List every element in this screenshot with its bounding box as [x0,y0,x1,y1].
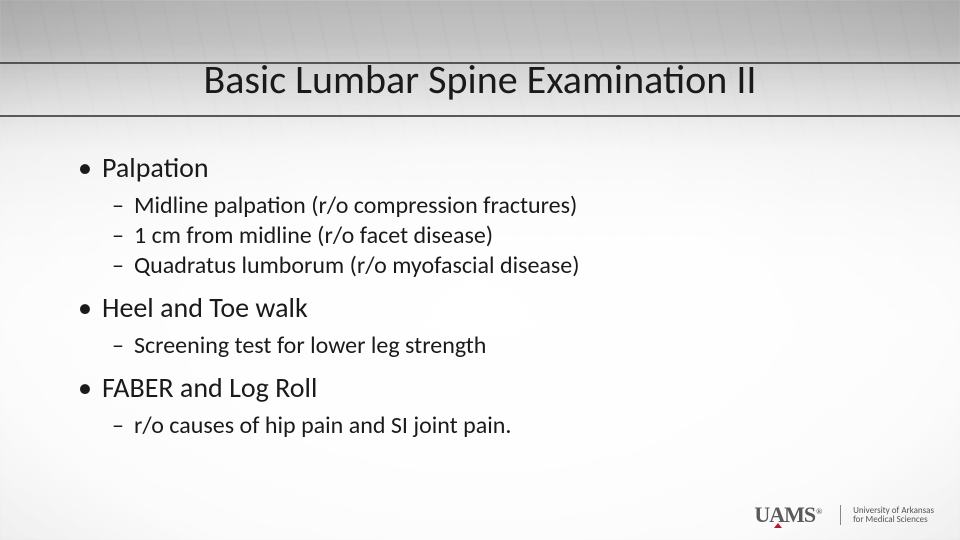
bullet-level1-item: •Palpation–Midline palpation (r/o compre… [78,150,900,280]
bullet-list-level2: –Midline palpation (r/o compression frac… [112,191,900,280]
bullet-level2-item: –1 cm from midline (r/o facet disease) [112,221,900,250]
bullet1-marker: • [78,290,102,325]
bullet1-label: Heel and Toe walk [102,290,308,325]
logo-divider [840,505,841,525]
bullet-level2-item: –r/o causes of hip pain and SI joint pai… [112,411,900,440]
logo-wordmark: UAMS® [754,504,828,526]
bullet2-marker: – [112,331,134,360]
slide: Basic Lumbar Spine Examination II •Palpa… [0,0,960,540]
bullet1-marker: • [78,370,102,405]
logo-line2: for Medical Sciences [853,515,934,524]
bullet-list-level2: –Screening test for lower leg strength [112,331,900,360]
bullet-level2-item: –Screening test for lower leg strength [112,331,900,360]
uams-logo: UAMS® University of Arkansas for Medical… [754,504,934,526]
bullet2-marker: – [112,251,134,280]
bullet2-label: r/o causes of hip pain and SI joint pain… [134,411,511,440]
logo-accent-icon [774,523,782,528]
bullet1-label: FABER and Log Roll [102,370,317,405]
bullet2-marker: – [112,191,134,220]
bullet1-label: Palpation [102,150,209,185]
bullet-list-level2: –r/o causes of hip pain and SI joint pai… [112,411,900,440]
bullet-level1-item: •FABER and Log Roll –r/o causes of hip pa… [78,370,900,440]
bullet2-marker: – [112,411,134,440]
title-divider-bottom [0,115,960,117]
bullet2-label: Quadratus lumborum (r/o myofascial disea… [134,251,580,280]
bullet1-marker: • [78,150,102,185]
bullet-level1-item: •Heel and Toe walk –Screening test for lo… [78,290,900,360]
bullet2-marker: – [112,221,134,250]
bullet-level2-item: –Midline palpation (r/o compression frac… [112,191,900,220]
bullet2-label: 1 cm from midline (r/o facet disease) [134,221,493,250]
logo-subtext: University of Arkansas for Medical Scien… [853,506,934,525]
bullet2-label: Midline palpation (r/o compression fract… [134,191,577,220]
bullet-level2-item: –Quadratus lumborum (r/o myofascial dise… [112,251,900,280]
bullet2-label: Screening test for lower leg strength [134,331,486,360]
content-body: •Palpation–Midline palpation (r/o compre… [78,150,900,450]
bullet-list-level1: •Palpation–Midline palpation (r/o compre… [78,150,900,440]
slide-title: Basic Lumbar Spine Examination II [0,55,960,104]
